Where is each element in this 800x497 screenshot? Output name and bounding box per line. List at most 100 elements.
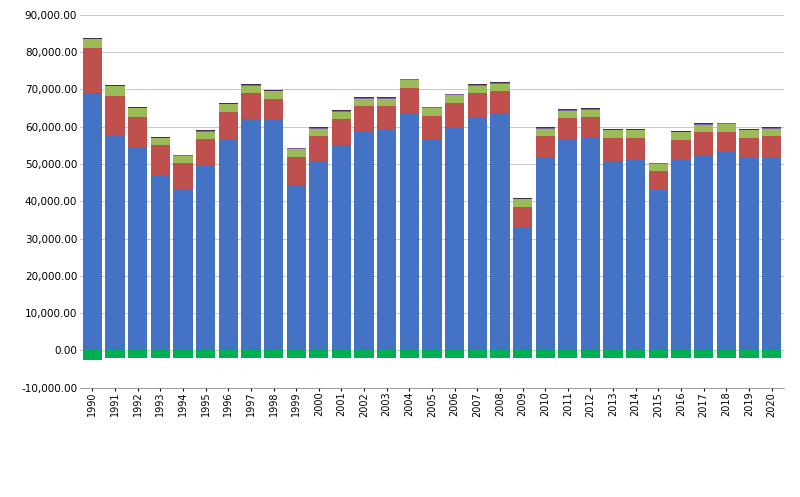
Bar (739, 350, 758, 358)
Bar (332, 350, 351, 358)
Bar (581, 117, 600, 138)
Bar (400, 87, 419, 114)
Bar (581, 350, 600, 358)
Bar (649, 171, 668, 190)
Bar (286, 350, 306, 358)
Bar (264, 350, 283, 358)
Bar (400, 80, 419, 87)
Bar (603, 130, 622, 138)
Bar (128, 350, 147, 358)
Bar (513, 350, 532, 358)
Bar (332, 119, 351, 145)
Bar (106, 135, 125, 350)
Bar (581, 138, 600, 350)
Bar (558, 109, 578, 110)
Bar (332, 111, 351, 112)
Bar (354, 350, 374, 358)
Bar (218, 112, 238, 140)
Bar (535, 127, 555, 128)
Bar (762, 136, 781, 157)
Bar (309, 162, 329, 350)
Bar (581, 110, 600, 117)
Bar (535, 350, 555, 358)
Bar (422, 140, 442, 350)
Bar (106, 96, 125, 135)
Bar (174, 156, 193, 163)
Bar (626, 350, 646, 358)
Bar (218, 140, 238, 350)
Bar (558, 350, 578, 358)
Bar (762, 129, 781, 136)
Bar (717, 152, 736, 350)
Bar (150, 350, 170, 358)
Bar (242, 84, 261, 85)
Bar (490, 84, 510, 91)
Bar (242, 93, 261, 119)
Bar (762, 127, 781, 128)
Bar (377, 350, 396, 358)
Bar (422, 106, 442, 107)
Bar (490, 350, 510, 358)
Bar (422, 108, 442, 115)
Bar (196, 130, 215, 131)
Bar (649, 350, 668, 358)
Bar (558, 110, 578, 111)
Bar (242, 350, 261, 358)
Bar (377, 130, 396, 350)
Bar (694, 155, 714, 350)
Bar (445, 127, 464, 350)
Bar (286, 149, 306, 157)
Bar (445, 93, 464, 94)
Bar (717, 123, 736, 124)
Bar (717, 124, 736, 132)
Bar (422, 350, 442, 358)
Bar (83, 38, 102, 39)
Bar (106, 350, 125, 358)
Bar (83, 93, 102, 350)
Bar (671, 131, 690, 132)
Bar (490, 114, 510, 350)
Bar (603, 162, 622, 350)
Bar (309, 136, 329, 162)
Bar (422, 107, 442, 108)
Bar (603, 350, 622, 358)
Bar (264, 90, 283, 91)
Bar (354, 106, 374, 132)
Bar (649, 164, 668, 171)
Bar (174, 155, 193, 156)
Bar (626, 129, 646, 130)
Bar (128, 108, 147, 117)
Bar (400, 350, 419, 358)
Bar (242, 119, 261, 350)
Bar (513, 199, 532, 207)
Bar (649, 163, 668, 164)
Bar (762, 350, 781, 358)
Bar (354, 132, 374, 350)
Bar (626, 130, 646, 138)
Bar (468, 84, 487, 85)
Bar (558, 118, 578, 139)
Bar (218, 104, 238, 112)
Bar (332, 145, 351, 350)
Bar (535, 136, 555, 157)
Bar (264, 91, 283, 99)
Bar (150, 175, 170, 350)
Bar (445, 95, 464, 102)
Bar (513, 198, 532, 199)
Bar (445, 350, 464, 358)
Bar (377, 99, 396, 106)
Bar (603, 138, 622, 162)
Bar (717, 350, 736, 358)
Bar (626, 138, 646, 160)
Bar (83, 350, 102, 360)
Bar (513, 227, 532, 350)
Bar (150, 145, 170, 175)
Bar (694, 123, 714, 124)
Bar (354, 97, 374, 98)
Bar (535, 157, 555, 350)
Bar (468, 85, 487, 93)
Bar (196, 139, 215, 166)
Bar (354, 98, 374, 99)
Bar (422, 115, 442, 140)
Bar (218, 350, 238, 358)
